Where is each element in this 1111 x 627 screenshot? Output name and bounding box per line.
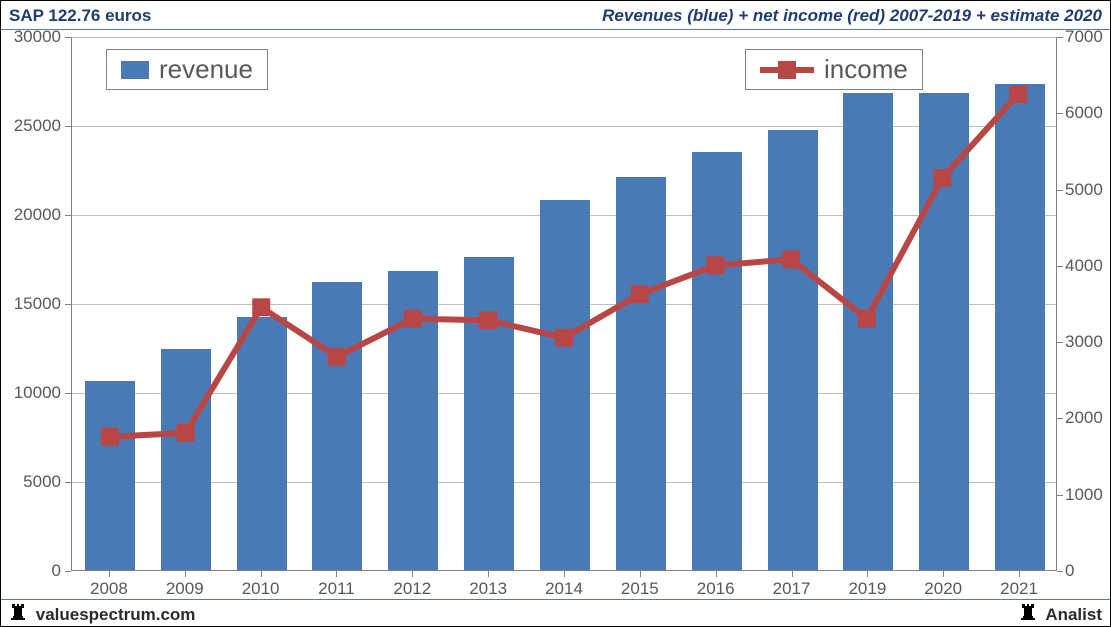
y-left-tick (65, 126, 71, 127)
income-marker (858, 310, 876, 328)
x-label: 2021 (1000, 579, 1038, 599)
y-right-tick (1057, 37, 1063, 38)
chart-header: SAP 122.76 euros Revenues (blue) + net i… (1, 1, 1110, 30)
income-marker (328, 348, 346, 366)
x-label: 2009 (166, 579, 204, 599)
y-left-tick (65, 37, 71, 38)
y-left-tick (65, 304, 71, 305)
x-tick (640, 571, 641, 577)
x-label: 2020 (924, 579, 962, 599)
legend-income: income (745, 49, 923, 90)
x-tick (867, 571, 868, 577)
header-left: SAP 122.76 euros (9, 6, 151, 26)
y-left-label: 0 (52, 561, 61, 581)
legend-income-label: income (824, 54, 908, 85)
y-left-tick (65, 571, 71, 572)
footer-left-text: valuespectrum.com (36, 605, 196, 624)
y-right-label: 0 (1065, 561, 1074, 581)
x-tick (488, 571, 489, 577)
x-label: 2017 (773, 579, 811, 599)
x-tick (943, 571, 944, 577)
y-left-tick (65, 215, 71, 216)
income-marker (555, 329, 573, 347)
x-tick (792, 571, 793, 577)
legend-income-swatch (760, 61, 814, 79)
y-right-label: 6000 (1065, 103, 1103, 123)
x-tick (412, 571, 413, 577)
y-left-label: 15000 (14, 294, 61, 314)
income-marker (101, 428, 119, 446)
y-left-label: 5000 (23, 472, 61, 492)
x-label: 2013 (469, 579, 507, 599)
footer-left-group: valuespectrum.com (9, 602, 195, 625)
y-right-label: 4000 (1065, 256, 1103, 276)
income-marker (252, 298, 270, 316)
x-tick (564, 571, 565, 577)
income-marker (706, 256, 724, 274)
income-line (110, 94, 1018, 437)
x-label: 2012 (393, 579, 431, 599)
y-right-tick (1057, 571, 1063, 572)
x-tick (261, 571, 262, 577)
legend-revenue-swatch (121, 61, 149, 79)
rook-icon (1019, 602, 1037, 620)
y-left-label: 10000 (14, 383, 61, 403)
y-right-tick (1057, 418, 1063, 419)
footer-right-text: Analist (1045, 605, 1102, 624)
x-label: 2011 (318, 579, 355, 599)
y-right-tick (1057, 342, 1063, 343)
y-right-tick (1057, 113, 1063, 114)
y-right-tick (1057, 495, 1063, 496)
income-line-layer (72, 37, 1056, 570)
income-marker (631, 285, 649, 303)
income-marker (1009, 85, 1027, 103)
income-marker (782, 250, 800, 268)
income-marker (404, 310, 422, 328)
header-right: Revenues (blue) + net income (red) 2007-… (602, 6, 1102, 26)
x-tick (109, 571, 110, 577)
x-tick (336, 571, 337, 577)
y-right-label: 7000 (1065, 27, 1103, 47)
rook-icon (9, 602, 27, 620)
x-tick (1019, 571, 1020, 577)
y-left-label: 20000 (14, 205, 61, 225)
x-label: 2010 (242, 579, 280, 599)
legend-revenue-label: revenue (159, 54, 253, 85)
chart-footer: valuespectrum.com Analist (1, 599, 1110, 626)
legend-revenue: revenue (106, 49, 268, 90)
x-label: 2019 (848, 579, 886, 599)
income-marker (479, 311, 497, 329)
income-marker (177, 424, 195, 442)
y-right-tick (1057, 266, 1063, 267)
income-marker (933, 169, 951, 187)
y-right-label: 3000 (1065, 332, 1103, 352)
x-tick (716, 571, 717, 577)
x-tick (185, 571, 186, 577)
plot-area (71, 37, 1057, 571)
chart-frame: SAP 122.76 euros Revenues (blue) + net i… (0, 0, 1111, 627)
y-left-label: 30000 (14, 27, 61, 47)
footer-right-group: Analist (1019, 602, 1102, 625)
y-left-label: 25000 (14, 116, 61, 136)
x-label: 2015 (621, 579, 659, 599)
y-right-label: 2000 (1065, 408, 1103, 428)
x-label: 2014 (545, 579, 583, 599)
y-right-tick (1057, 190, 1063, 191)
y-right-label: 5000 (1065, 180, 1103, 200)
y-left-tick (65, 482, 71, 483)
y-right-label: 1000 (1065, 485, 1103, 505)
x-label: 2008 (90, 579, 128, 599)
y-left-tick (65, 393, 71, 394)
x-label: 2016 (697, 579, 735, 599)
